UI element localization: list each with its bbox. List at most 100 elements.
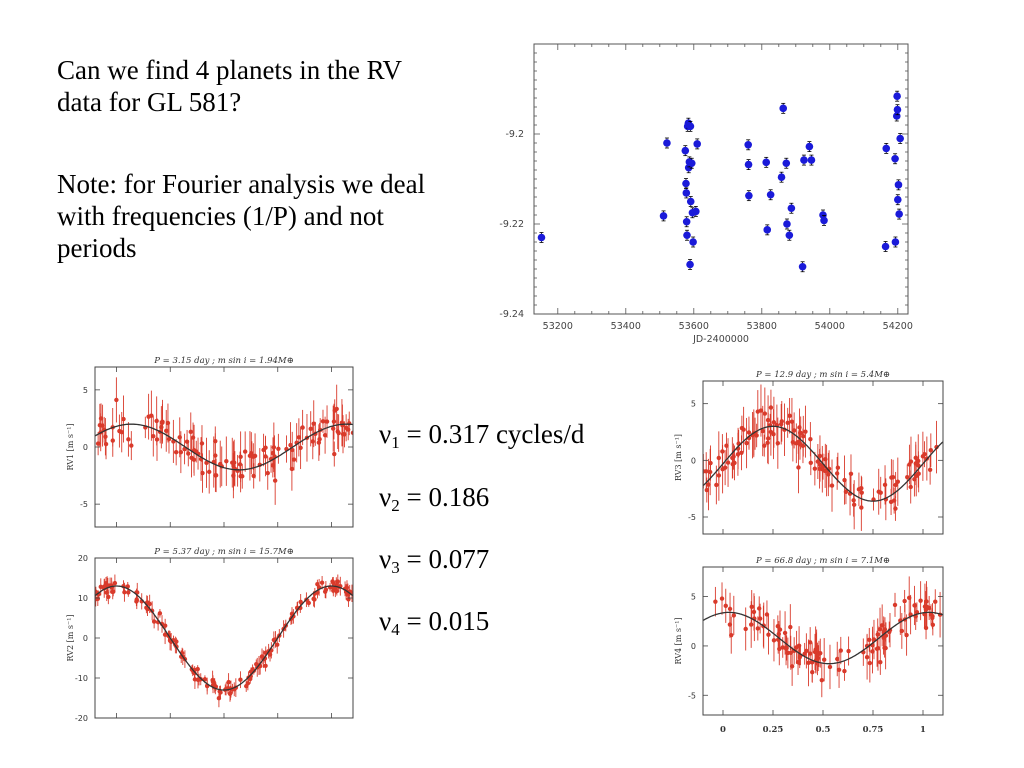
data-point	[300, 425, 305, 430]
x-tick-label: 53200	[543, 321, 573, 332]
data-point	[829, 483, 835, 488]
data-point	[334, 406, 339, 412]
question-text: Can we find 4 planets in the RV data for…	[57, 55, 402, 117]
y-tick-label: 0	[691, 456, 696, 465]
data-point	[787, 204, 796, 213]
data-point	[782, 159, 791, 168]
data-point	[749, 604, 754, 610]
data-point	[877, 626, 883, 632]
fit-curve	[703, 611, 943, 665]
data-point	[340, 432, 346, 437]
data-point	[251, 473, 256, 479]
data-point	[310, 439, 315, 444]
data-point	[766, 190, 775, 199]
data-point	[796, 465, 801, 470]
data-point	[827, 664, 833, 670]
data-point	[743, 626, 748, 632]
data-point	[173, 450, 179, 455]
data-point	[298, 445, 303, 450]
data-point	[125, 584, 130, 589]
y-axis-label: RV4 [m s⁻¹]	[674, 617, 683, 664]
data-point	[129, 443, 134, 448]
data-point	[807, 651, 813, 656]
data-point	[146, 414, 151, 419]
data-point	[271, 637, 277, 643]
data-point	[797, 441, 803, 446]
data-point	[722, 465, 728, 470]
data-point	[748, 622, 754, 627]
rv2-phase-chart: 20 10 0 -10 -20 P = 5.37 day ; m sin i = 15.7…	[66, 547, 354, 723]
data-point	[103, 434, 108, 439]
data-point	[934, 444, 939, 450]
x-tick-label: 0	[720, 725, 726, 735]
data-point	[805, 142, 814, 151]
frequency-4: ν4 = 0.015	[379, 606, 490, 639]
data-point	[806, 660, 811, 666]
data-point	[103, 441, 109, 447]
data-point	[218, 690, 223, 695]
data-point	[802, 651, 807, 656]
data-point	[296, 435, 302, 440]
x-tick-label: 53600	[679, 321, 709, 332]
y-tick-label: 0	[691, 642, 696, 651]
data-point	[785, 420, 790, 426]
rv-time-series-chart: 53200 53400 53600 53800 54000 54200 -9.2 -9.22 -…	[499, 43, 913, 345]
data-point	[682, 217, 691, 226]
data-point	[808, 436, 813, 442]
y-axis-label: RV2 [m s⁻¹]	[66, 614, 75, 661]
data-point	[835, 656, 840, 662]
data-point	[894, 181, 903, 189]
data-point	[797, 655, 802, 660]
data-point	[908, 459, 914, 464]
data-point	[771, 638, 777, 643]
data-point	[298, 599, 303, 605]
data-point	[226, 679, 231, 685]
plot-area	[95, 574, 353, 708]
data-point	[729, 632, 734, 638]
data-point	[876, 489, 881, 494]
data-point	[785, 231, 794, 240]
data-point	[114, 397, 119, 403]
data-point	[263, 445, 268, 450]
data-point	[245, 681, 251, 686]
data-point	[686, 260, 694, 269]
data-point	[927, 467, 933, 473]
data-point	[731, 613, 737, 618]
rv1-phase-chart: 5 0 -5 P = 3.15 day ; m sin i = 1.94M⊕ RV1 […	[66, 356, 354, 528]
data-point	[777, 646, 782, 652]
data-point	[323, 587, 329, 592]
data-point	[336, 430, 341, 436]
data-point	[254, 661, 259, 667]
data-point	[893, 105, 902, 114]
data-point	[778, 422, 784, 427]
x-tick-label: 53800	[747, 321, 777, 332]
data-point	[265, 470, 270, 476]
data-point	[117, 428, 122, 434]
data-point	[892, 112, 901, 120]
data-point	[97, 423, 103, 428]
data-point	[893, 92, 901, 100]
data-point	[723, 603, 728, 609]
data-point	[275, 642, 280, 647]
data-point	[783, 646, 789, 651]
data-point	[98, 584, 103, 590]
data-point	[744, 440, 749, 446]
data-point	[720, 449, 725, 454]
frequency-2: ν2 = 0.186	[379, 482, 490, 515]
data-point	[315, 581, 320, 587]
data-point	[319, 580, 325, 585]
data-point	[165, 420, 171, 426]
data-point	[317, 436, 322, 442]
x-axis-label: JD-2400000	[692, 334, 749, 345]
data-point	[725, 460, 731, 465]
chart-title: P = 66.8 day ; m sin i = 7.1M⊕	[755, 556, 890, 566]
data-point	[891, 498, 897, 503]
data-point	[106, 594, 111, 600]
data-point	[291, 457, 297, 462]
y-axis-label: RV1 [m s⁻¹]	[66, 423, 75, 470]
data-point	[224, 458, 229, 464]
data-point	[237, 462, 243, 467]
data-point	[826, 472, 831, 477]
data-point	[681, 146, 690, 155]
data-point	[894, 195, 902, 204]
